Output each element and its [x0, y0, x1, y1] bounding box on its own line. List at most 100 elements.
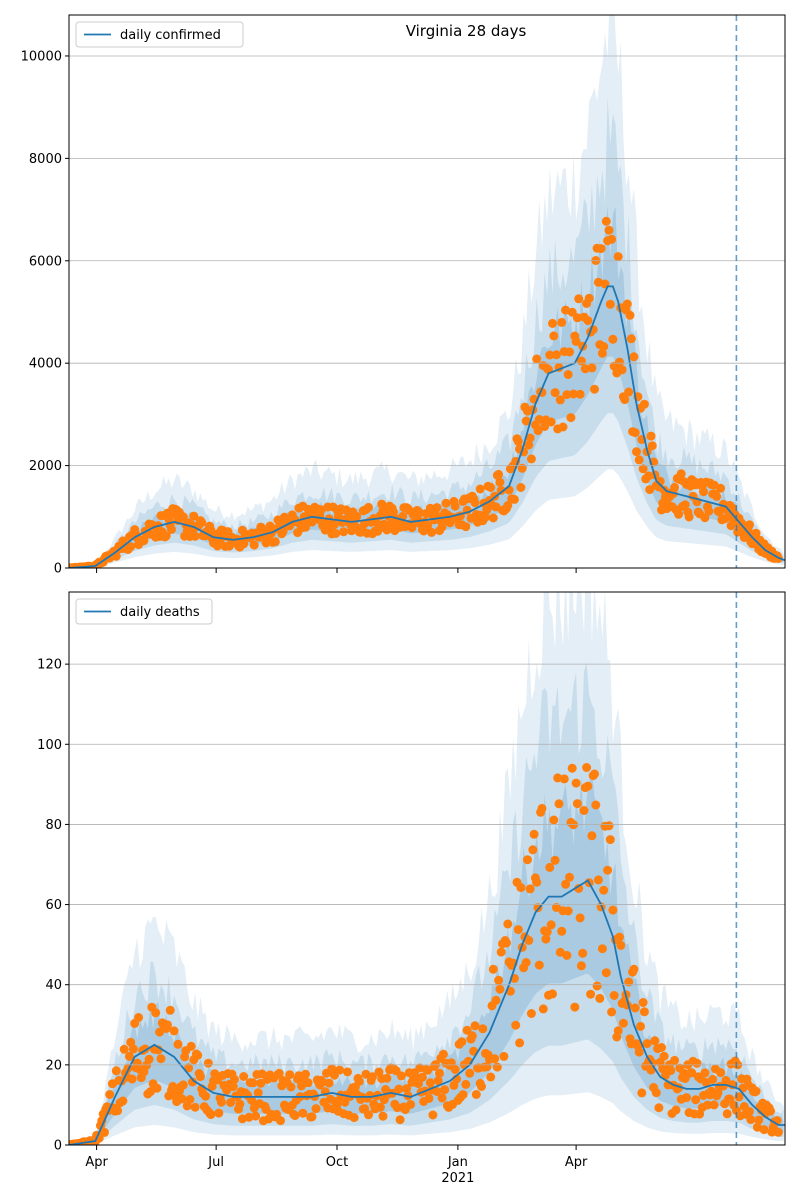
data-point: [534, 960, 544, 970]
data-point: [546, 920, 556, 930]
data-point: [270, 537, 280, 547]
y-tick-label: 2000: [29, 459, 62, 474]
data-point: [235, 1099, 245, 1109]
data-point: [214, 1108, 224, 1118]
data-point: [438, 1049, 448, 1059]
data-point: [203, 1058, 213, 1068]
data-point: [583, 316, 593, 326]
legend-label: daily deaths: [120, 605, 200, 620]
data-point: [558, 422, 568, 432]
data-point: [746, 1115, 756, 1125]
data-point: [256, 1078, 266, 1088]
data-point: [526, 1009, 536, 1018]
data-point: [494, 469, 504, 479]
data-point: [437, 522, 447, 532]
data-point: [461, 1079, 471, 1089]
data-point: [470, 1021, 480, 1031]
data-point: [759, 1125, 769, 1135]
data-point: [516, 883, 526, 893]
data-point: [704, 506, 714, 516]
data-point: [629, 352, 639, 362]
data-point: [709, 1100, 719, 1110]
data-point: [127, 1074, 137, 1084]
data-point: [377, 499, 387, 509]
data-point: [557, 926, 567, 936]
x-tick-label: Jul: [207, 1155, 224, 1170]
data-point: [503, 501, 513, 510]
data-point: [751, 1086, 761, 1096]
data-point: [230, 1075, 239, 1084]
data-point: [375, 1102, 385, 1112]
data-point: [185, 1095, 195, 1104]
data-point: [152, 1083, 162, 1093]
data-point: [595, 993, 605, 1003]
data-point: [546, 417, 556, 427]
data-point: [533, 426, 543, 436]
data-point: [186, 1041, 196, 1051]
data-point: [113, 1106, 123, 1116]
data-point: [228, 1082, 238, 1092]
data-point: [368, 1072, 377, 1082]
data-point: [477, 1082, 486, 1091]
data-point: [481, 512, 490, 522]
median-line: [69, 285, 785, 568]
data-point: [528, 845, 538, 855]
data-point: [625, 310, 635, 320]
data-point: [437, 1093, 447, 1103]
data-point: [515, 1038, 525, 1048]
data-point: [565, 872, 574, 882]
data-point: [642, 1039, 652, 1049]
data-point: [197, 517, 207, 527]
data-point: [567, 763, 577, 773]
data-point: [691, 1095, 701, 1105]
data-point: [562, 390, 572, 400]
data-point: [716, 483, 726, 493]
data-point: [167, 524, 176, 534]
data-point: [193, 1050, 203, 1060]
data-point: [563, 906, 573, 916]
data-point: [542, 927, 552, 937]
data-point: [608, 334, 618, 344]
data-point: [620, 395, 630, 405]
data-point: [364, 1110, 373, 1120]
data-point: [276, 1116, 285, 1126]
confirmed-panel: 0 2000 4000 6000 8000 10000 Virginia 28 days da…: [21, 14, 786, 577]
data-point: [596, 244, 606, 254]
data-point: [597, 944, 607, 954]
data-point: [496, 485, 506, 495]
data-point: [450, 1065, 460, 1074]
data-point: [513, 436, 523, 446]
data-point: [335, 1065, 345, 1075]
data-point: [650, 1036, 660, 1046]
data-point: [562, 950, 572, 960]
legend: daily deaths: [75, 598, 213, 625]
data-point: [471, 1090, 481, 1099]
data-point: [671, 1105, 681, 1115]
data-point: [654, 1103, 664, 1113]
data-point: [670, 1055, 680, 1065]
data-point: [331, 529, 341, 538]
data-point: [638, 464, 648, 474]
data-point: [680, 500, 690, 510]
data-point: [139, 536, 149, 546]
data-point: [190, 531, 200, 541]
data-point: [491, 995, 501, 1005]
data-point: [575, 389, 585, 399]
data-point: [226, 1098, 236, 1107]
data-point: [524, 440, 534, 450]
data-point: [467, 1031, 477, 1041]
data-point: [599, 885, 609, 895]
data-point: [576, 961, 586, 971]
data-point: [450, 501, 460, 511]
uncertainty-band: [69, 592, 784, 1145]
data-point: [389, 507, 398, 517]
y-tick-label: 6000: [29, 254, 62, 269]
data-point: [597, 348, 607, 358]
y-tick-label: 100: [37, 738, 62, 753]
legend-box: [75, 21, 244, 48]
data-point: [423, 1065, 433, 1075]
y-tick-label: 80: [45, 818, 62, 833]
data-point: [525, 433, 535, 443]
data-point: [548, 318, 557, 328]
data-point: [626, 334, 636, 344]
